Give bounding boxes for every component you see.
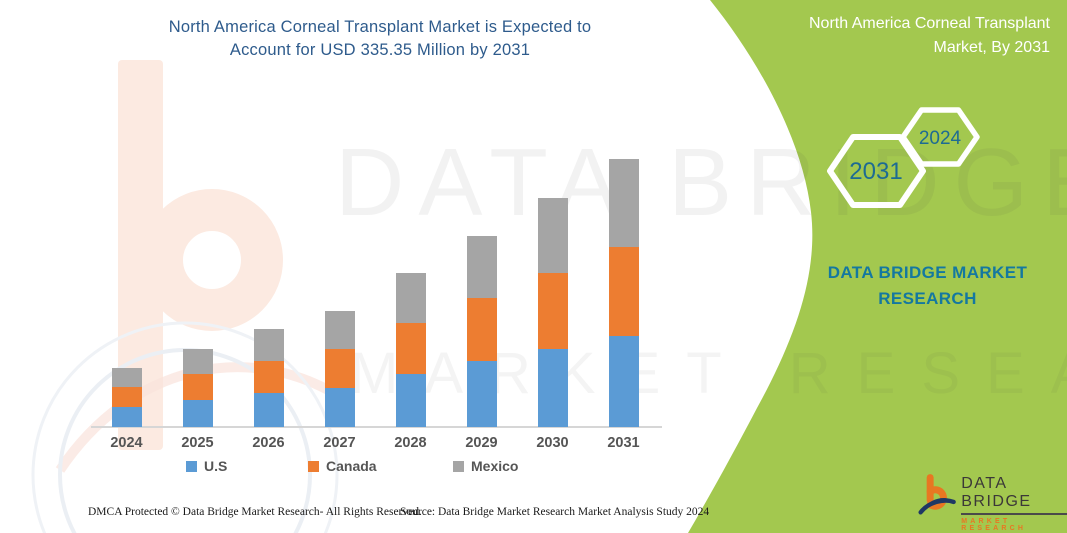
bar-segment-2029-canada <box>466 298 497 362</box>
bar-segment-2026-us <box>253 393 284 427</box>
bar-2030 <box>537 198 568 427</box>
panel-brand-text: DATA BRIDGE MARKET RESEARCH <box>827 263 1028 308</box>
x-axis-label-2025: 2025 <box>181 435 214 451</box>
legend-swatch-icon <box>186 460 197 472</box>
databridge-logo-icon <box>918 474 956 515</box>
bar-segment-2025-canada <box>182 374 213 400</box>
bar-segment-2026-canada <box>253 361 284 394</box>
bar-segment-2024-mexico <box>111 367 142 387</box>
watermark-text-line1: DATA BRIDGE <box>335 129 1067 236</box>
bar-segment-2031-us <box>608 335 639 427</box>
x-axis-label-2031: 2031 <box>607 435 640 451</box>
databridge-logo: DATA BRIDGE MARKET RESEARCH <box>918 471 1067 532</box>
x-axis-label-2026: 2026 <box>252 435 285 451</box>
bar-2029 <box>466 235 497 427</box>
chart-title-line2: Account for USD 335.35 Million by 2031 <box>229 41 531 59</box>
legend-label: U.S <box>204 458 228 474</box>
bar-2031 <box>608 159 639 427</box>
bar-2025 <box>182 349 213 427</box>
x-axis-label-2030: 2030 <box>536 435 569 451</box>
logo-name-text: DATA BRIDGE <box>961 475 1067 515</box>
legend-swatch-icon <box>308 460 319 472</box>
bar-2026 <box>253 329 284 427</box>
bar-segment-2029-mexico <box>466 235 497 299</box>
footer-dmca-text: DMCA Protected © Data Bridge Market Rese… <box>88 506 422 518</box>
watermark-text-line2: MARKET RESEARCH <box>350 341 1067 406</box>
bar-segment-2030-mexico <box>537 198 568 274</box>
x-axis-label-2029: 2029 <box>465 435 498 451</box>
x-axis-line <box>91 426 662 428</box>
bar-2027 <box>324 311 355 427</box>
legend-item-canada: Canada <box>308 458 377 474</box>
footer-source-text: Source: Data Bridge Market Research Mark… <box>400 506 710 518</box>
logo-tagline-text: MARKET RESEARCH <box>961 518 1027 532</box>
bar-segment-2030-us <box>537 349 568 427</box>
bar-segment-2027-us <box>324 387 355 427</box>
bar-segment-2030-canada <box>537 273 568 350</box>
bar-2024 <box>111 367 142 427</box>
legend-item-mexico: Mexico <box>453 458 518 474</box>
legend-label: Canada <box>326 458 377 474</box>
chart-title: North America Corneal Transplant Market … <box>80 16 680 62</box>
x-axis-label-2027: 2027 <box>323 435 356 451</box>
bar-segment-2025-us <box>182 399 213 427</box>
bar-segment-2028-mexico <box>395 273 426 324</box>
bar-2028 <box>395 273 426 427</box>
bar-segment-2031-canada <box>608 247 639 336</box>
bar-segment-2024-us <box>111 407 142 427</box>
bar-segment-2024-canada <box>111 387 142 407</box>
bar-segment-2026-mexico <box>253 329 284 362</box>
side-panel-heading: North America Corneal Transplant Market,… <box>809 15 1050 56</box>
bar-segment-2029-us <box>466 361 497 427</box>
x-axis-label-2024: 2024 <box>110 435 143 451</box>
legend-swatch-icon <box>453 460 464 472</box>
bar-segment-2031-mexico <box>608 159 639 248</box>
bar-segment-2028-canada <box>395 323 426 375</box>
bar-segment-2027-canada <box>324 348 355 388</box>
chart-title-line1: North America Corneal Transplant Market … <box>168 18 592 36</box>
bar-segment-2028-us <box>395 374 426 427</box>
bar-segment-2025-mexico <box>182 349 213 375</box>
bar-segment-2027-mexico <box>324 311 355 349</box>
x-axis-label-2028: 2028 <box>394 435 427 451</box>
legend-item-us: U.S <box>186 458 227 474</box>
legend-label: Mexico <box>471 458 519 474</box>
